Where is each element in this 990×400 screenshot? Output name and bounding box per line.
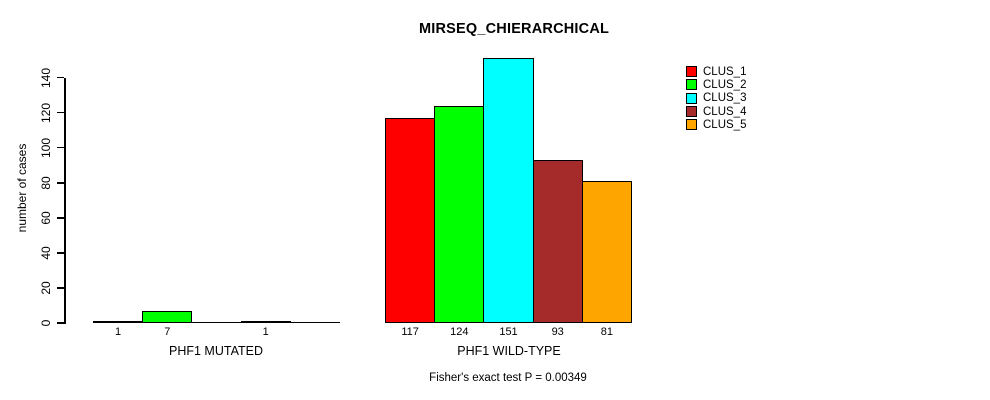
- fisher-test-annotation: Fisher's exact test P = 0.00349: [429, 372, 587, 384]
- bar-clus_1-mutated: [93, 321, 144, 323]
- y-axis-tick-label: 80: [39, 176, 53, 190]
- y-axis-tick-label: 0: [39, 319, 53, 327]
- bar-clus_4-wild-type: [532, 160, 583, 323]
- y-axis-tick-label: 40: [39, 246, 53, 260]
- y-axis-tick-label: 120: [39, 102, 53, 123]
- bar-clus_3-wild-type: [483, 58, 534, 323]
- legend-item-clus_2: CLUS_2: [686, 78, 746, 91]
- bar-value-label-clus_5-wild-type: 81: [600, 326, 614, 338]
- legend-swatch-clus_5: [686, 119, 697, 131]
- chart-title: MIRSEQ_CHIERARCHICAL: [418, 21, 610, 37]
- y-axis-tick-label: 20: [39, 281, 53, 295]
- bar-value-label-clus_4-wild-type: 93: [551, 326, 564, 338]
- bar-value-label-clus_1-wild-type: 117: [401, 326, 419, 338]
- legend-item-clus_3: CLUS_3: [686, 92, 746, 105]
- legend-swatch-clus_3: [686, 92, 697, 104]
- legend-item-clus_4: CLUS_4: [686, 105, 746, 118]
- bar-clus_2-wild-type: [434, 106, 485, 323]
- bar-clus_1-wild-type: [385, 118, 436, 323]
- legend-item-clus_5: CLUS_5: [686, 118, 746, 131]
- legend-item-clus_1: CLUS_1: [686, 65, 746, 78]
- bar-value-label-clus_2-mutated: 7: [164, 326, 171, 338]
- bar-clus_5-wild-type: [581, 181, 632, 323]
- y-axis-tick: [57, 322, 64, 324]
- legend-swatch-clus_1: [686, 66, 697, 78]
- group-label-phf1-mutated: PHF1 MUTATED: [169, 344, 263, 358]
- y-axis-tick: [57, 182, 64, 184]
- bar-clus_3-mutated: [191, 322, 242, 323]
- legend: CLUS_1 CLUS_2 CLUS_3 CLUS_4 CLUS_5: [686, 65, 746, 131]
- y-axis-tick: [57, 252, 64, 254]
- legend-label-clus_5: CLUS_5: [703, 118, 747, 131]
- bar-clus_4-mutated: [240, 321, 291, 323]
- y-axis-line: [64, 77, 66, 325]
- y-axis-tick-label: 60: [39, 211, 53, 225]
- y-axis-tick: [57, 287, 64, 289]
- y-axis-tick: [57, 111, 64, 114]
- y-axis-tick: [57, 217, 64, 219]
- bar-clus_5-mutated: [289, 322, 340, 323]
- legend-label-clus_3: CLUS_3: [703, 92, 747, 105]
- bar-value-label-clus_1-mutated: 1: [115, 326, 122, 338]
- bar-value-label-clus_2-wild-type: 124: [450, 326, 469, 338]
- bar-clus_2-mutated: [142, 311, 193, 323]
- y-axis-tick-label: 140: [39, 67, 53, 88]
- legend-label-clus_1: CLUS_1: [703, 65, 747, 78]
- bar-value-label-clus_3-wild-type: 151: [499, 326, 518, 338]
- legend-swatch-clus_4: [686, 106, 697, 118]
- y-axis-tick-label: 100: [39, 137, 53, 158]
- y-axis-tick: [57, 146, 64, 149]
- bar-value-label-clus_4-mutated: 1: [262, 326, 269, 338]
- group-label-phf1-wild-type: PHF1 WILD-TYPE: [457, 344, 561, 358]
- legend-label-clus_4: CLUS_4: [703, 105, 747, 118]
- legend-swatch-clus_2: [686, 79, 697, 91]
- y-axis-tick: [57, 76, 64, 79]
- legend-label-clus_2: CLUS_2: [703, 78, 747, 91]
